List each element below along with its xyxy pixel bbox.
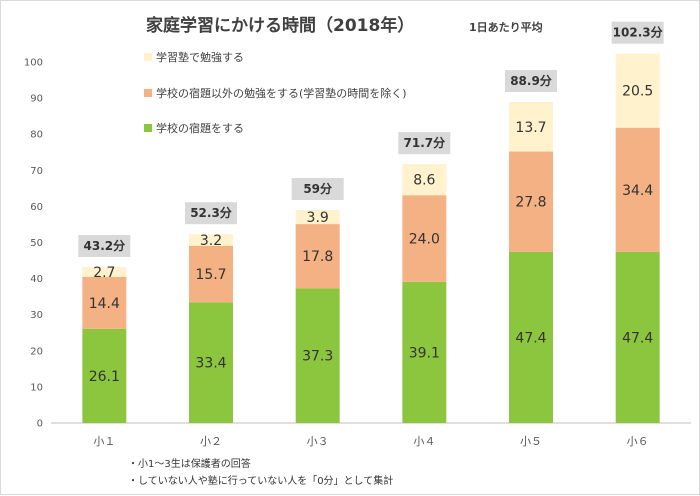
data-label: 13.7 [515,120,546,136]
data-label: 24.0 [409,232,440,248]
data-label: 33.4 [195,356,226,372]
y-tick-label: 40 [30,274,43,285]
data-label: 3.9 [307,210,329,226]
chart-subtitle: 1日あたり平均 [469,20,543,34]
data-label: 47.4 [515,330,546,346]
data-label: 3.2 [200,233,222,249]
data-label: 47.4 [622,330,653,346]
data-label: 34.4 [622,183,653,199]
y-tick-label: 100 [24,58,43,69]
legend-swatch [144,89,152,97]
bar-segment [189,245,233,303]
bar-segment [402,281,447,423]
total-label-box [505,70,557,93]
y-tick-label: 70 [30,166,43,177]
bar-segment [509,102,553,152]
bar-segment [82,276,127,329]
bar-segment [615,127,660,252]
y-tick-label: 50 [30,238,43,249]
x-tick-label: 小６ [627,435,649,448]
footnote: ・していない人や塾に行っていない人を「0分」として集計 [128,474,393,487]
total-label-box [291,178,344,201]
total-label: 71.7分 [404,135,446,150]
bars-layer: 26.1 14.4 2.7 43.2分 33.4 15.7 3.2 52.3分 37.3 17.8… [78,21,664,423]
bar-segment [509,251,553,423]
total-label: 59分 [303,181,332,196]
bar-segment [295,210,340,225]
y-tick-label: 30 [30,310,43,321]
data-label: 17.8 [302,249,333,265]
bar-segment [189,302,233,423]
data-label: 14.4 [89,296,120,312]
bar-segment [82,328,127,423]
bar-segment [509,151,553,252]
y-tick-label: 90 [30,94,43,105]
total-label: 52.3分 [190,205,232,220]
axis-layer: 0 10 20 30 40 50 60 70 80 90 100 小１ 小２ 小３ 小４ 小５ 小６ [24,58,691,448]
bar-segment [615,251,660,423]
total-label: 102.3分 [613,25,663,40]
legend-label: 学校の宿題をする [156,121,244,135]
total-label: 88.9分 [510,73,552,88]
data-label: 26.1 [89,369,120,385]
x-tick-label: 小５ [520,435,542,448]
data-label: 15.7 [195,267,226,283]
bar-segment [295,224,340,289]
footnote: ・小1～3生は保護者の回答 [128,457,251,470]
bar-segment [615,53,660,128]
notes: ・小1～3生は保護者の回答・していない人や塾に行っていない人を「0分」として集計 [128,457,393,487]
x-tick-label: 小４ [413,435,435,448]
bar-segment [82,267,127,277]
data-label: 27.8 [515,195,546,211]
data-label: 8.6 [413,173,435,189]
data-label: 39.1 [409,345,440,361]
data-label: 2.7 [93,265,115,281]
bar-segment [189,234,233,246]
legend-swatch [144,53,152,61]
x-tick-label: 小３ [307,435,329,448]
y-tick-label: 80 [30,130,43,141]
legend-label: 学校の宿題以外の勉強をする(学習塾の時間を除く) [156,86,407,100]
bar-segment [402,195,447,282]
legend-swatch [144,124,152,132]
total-label: 43.2分 [84,238,126,253]
y-tick-label: 10 [30,382,43,393]
data-label: 20.5 [622,84,653,100]
chart-title: 家庭学習にかける時間（2018年） [146,15,414,36]
total-label-box [611,21,664,44]
x-tick-label: 小２ [200,435,222,448]
total-label-box [398,132,451,155]
total-label-box [78,235,131,258]
legend-label: 学習塾で勉強する [156,50,244,64]
y-tick-label: 20 [30,346,43,357]
bar-segment [402,164,447,196]
data-label: 37.3 [302,349,333,365]
y-tick-label: 60 [30,202,43,213]
y-tick-label: 0 [37,419,43,430]
x-tick-label: 小１ [93,435,115,448]
total-label-box [185,202,237,225]
bar-segment [295,288,340,423]
